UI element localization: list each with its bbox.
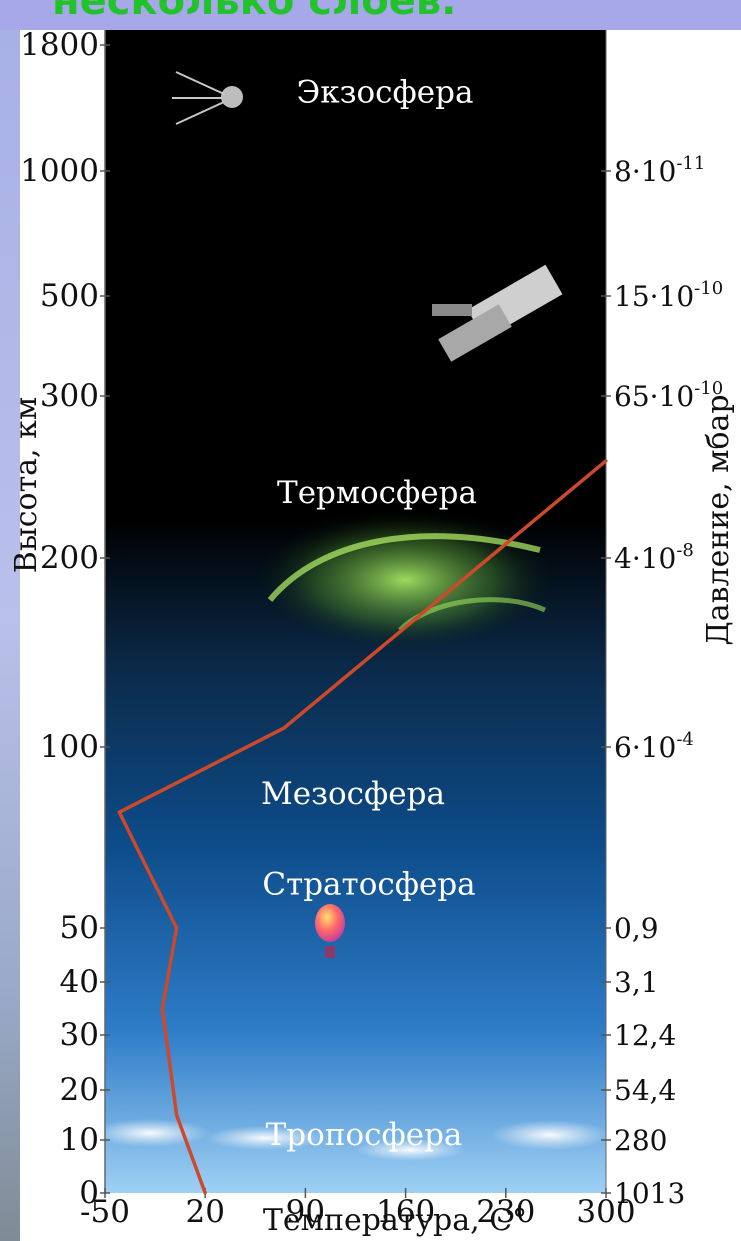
hot-air-balloon-illustration [315,904,345,958]
pressure-tick-label: 15·10-10 [614,278,723,313]
pressure-tick-label: 1013 [614,1177,685,1210]
y-axis-right-title: Давление, мбар [701,394,736,645]
pressure-tick-label: 3,1 [614,966,659,999]
slide-top-band: несколько слоёв. [0,0,741,30]
pressure-tick-label: 280 [614,1124,667,1157]
temperature-point [203,1191,207,1195]
temperature-point [604,459,608,463]
x-tick-label: 160 [376,1194,435,1230]
y-tick-label: 50 [60,910,99,946]
y-axis-title: Высота, км [9,397,44,573]
layer-labels: Экзосфера Термосфера Мезосфера Стратосфера Т… [261,74,477,1153]
x-tick-label: -50 [80,1194,130,1230]
satellite-illustration [172,71,243,125]
slide-heading-fragment: несколько слоёв. [52,0,457,24]
temperature-point [282,726,286,730]
pressure-tick-label: 0,9 [614,912,659,945]
pressure-tick-label: 8·10-11 [614,153,705,188]
layer-label: Экзосфера [297,74,474,110]
y-tick-label: 0 [79,1175,99,1211]
y-tick-label: 40 [60,964,99,1000]
x-tick-label: 90 [286,1194,325,1230]
layer-label: Стратосфера [262,867,475,903]
layer-label: Мезосфера [261,776,445,812]
x-tick-label: 230 [476,1194,535,1230]
temperature-point [174,926,179,930]
x-axis-title: Температура, С° [263,1203,527,1238]
temperature-point [117,810,121,814]
y-tick-label: 1800 [20,27,99,63]
slide-left-band [0,0,20,1241]
pressure-tick-label: 12,4 [614,1019,676,1052]
temperature-point [174,1113,179,1117]
x-ticks: -50 20 90 160 230 300 [80,1188,636,1230]
y-tick-label: 200 [40,540,99,576]
pressure-tick-label: 54,4 [614,1074,676,1107]
pressure-tick-label: 65·10-10 [614,378,723,413]
pressure-tick-label: 4·10-8 [614,540,694,575]
x-tick-label: 20 [185,1194,224,1230]
series-layer [117,459,608,1195]
clouds-illustration [90,1119,610,1161]
y-tick-label: 30 [60,1017,99,1053]
pressure-ticks: 1013 280 54,4 12,4 3,1 0,9 6·10-4 4·10-8 65·10-1… [601,153,723,1210]
layer-label: Термосфера [277,475,477,511]
y-tick-label: 10 [60,1122,99,1158]
temperature-point [160,1006,164,1011]
layer-label: Тропосфера [266,1117,463,1153]
x-tick-label: 300 [576,1194,635,1230]
y-ticks: 0 10 20 30 40 50 100 200 300 500 1000 1800 [20,27,110,1211]
y-tick-label: 1000 [20,153,99,189]
y-tick-label: 300 [40,378,99,414]
y-tick-label: 500 [40,278,99,314]
space-station-illustration [432,264,563,362]
y-tick-label: 100 [40,729,99,765]
pressure-tick-label: 6·10-4 [614,729,694,764]
y-tick-label: 20 [60,1072,99,1108]
